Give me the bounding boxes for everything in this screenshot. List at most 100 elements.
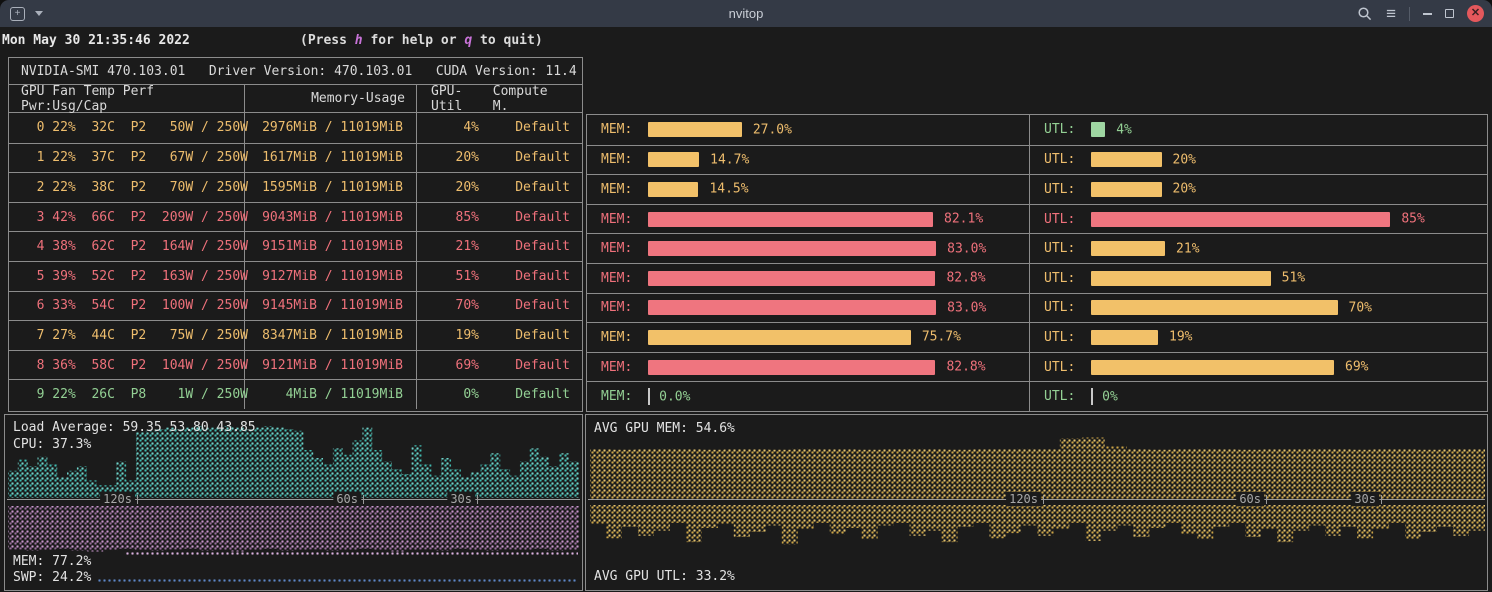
utl-bar-row: UTL: 21% — [1030, 233, 1487, 263]
mem-bar — [648, 152, 700, 168]
gpu-stats-cell: 3 42% 66C P2 209W / 250W — [9, 202, 248, 232]
host-panel: Load Average: 59.35 53.80 43.85 CPU: 37.… — [4, 414, 583, 591]
mem-bar-row: MEM: 0.0% — [587, 381, 1029, 411]
mem-bar-label: MEM: — [601, 270, 641, 286]
utl-bar-track: 69% — [1091, 359, 1443, 375]
gpu-stats-cell: 2 22% 38C P2 70W / 250W — [9, 173, 248, 202]
menu-icon[interactable]: ≡ — [1386, 4, 1396, 23]
mem-bar-value: 83.0% — [947, 300, 987, 316]
gpu-util-cell: 4% Default — [417, 113, 582, 143]
mem-bar-value: 75.7% — [921, 329, 961, 345]
mem-bar-label: MEM: — [601, 241, 641, 257]
gpu-rows: 0 22% 32C P2 50W / 250W 2976MiB / 11019Mi… — [9, 113, 582, 409]
mem-bar-track: 14.7% — [648, 152, 995, 168]
mem-bar-label: MEM: — [601, 122, 641, 138]
help-key-h: h — [354, 33, 363, 48]
search-icon[interactable] — [1357, 6, 1373, 22]
gpu-util-cell: 70% Default — [417, 292, 582, 321]
mem-bar-label: MEM: — [601, 181, 641, 197]
gpu-util-value: 20% — [455, 150, 479, 166]
gpu-util-cell: 20% Default — [417, 173, 582, 202]
header-util-col: GPU-Util Compute M. — [431, 83, 548, 114]
gpu-table-row: 5 39% 52C P2 163W / 250W 9127MiB / 11019M… — [9, 260, 582, 291]
swap-history-line — [97, 578, 578, 583]
plus-icon: + — [14, 7, 21, 19]
compute-mode-value: Default — [515, 179, 570, 195]
gpu-util-cell: 51% Default — [417, 262, 582, 291]
host-time-axis: 120s 60s 30s — [7, 492, 580, 506]
gpu-table-row: 1 22% 37C P2 67W / 250W 1617MiB / 11019Mi… — [9, 142, 582, 173]
mem-bar-value: 27.0% — [752, 122, 792, 138]
gpu-stats-cell: 9 22% 26C P8 1W / 250W — [9, 380, 248, 409]
mem-bar-label: MEM: — [601, 300, 641, 316]
utl-bar-label: UTL: — [1044, 329, 1084, 345]
utl-bar-row: UTL: 4% — [1030, 115, 1487, 145]
mem-bar — [648, 241, 937, 257]
gpu-util-cell: 20% Default — [417, 144, 582, 173]
window-title: nvitop — [728, 6, 764, 21]
utl-bar-value: 0% — [1102, 389, 1118, 405]
utl-bar — [1091, 241, 1166, 257]
mem-history-graph — [8, 506, 579, 552]
load-average-text: Load Average: 59.35 53.80 43.85 — [13, 420, 256, 435]
gpu-memory-cell: 9121MiB / 11019MiB — [245, 350, 417, 380]
compute-mode-value: Default — [515, 239, 570, 255]
utl-bar — [1091, 122, 1106, 138]
gpu-memory-cell: 9145MiB / 11019MiB — [245, 291, 417, 321]
utl-bar — [1091, 300, 1338, 316]
chevron-down-icon[interactable] — [35, 11, 43, 16]
utl-bar — [1091, 359, 1335, 375]
gpu-util-value: 20% — [455, 179, 479, 195]
new-tab-button[interactable]: + — [10, 6, 25, 21]
utl-bar-value: 85% — [1401, 211, 1425, 227]
gpu-util-value: 0% — [463, 387, 479, 403]
gpu-util-value: 51% — [455, 268, 479, 284]
gpu-memory-bars: MEM: 27.0% MEM: 14.7% MEM: 14.5% MEM: 82.1%… — [586, 114, 1030, 412]
mem-bar-track: 82.8% — [648, 359, 995, 375]
mem-bar — [648, 122, 742, 138]
utl-bar-row: UTL: 51% — [1030, 262, 1487, 293]
compute-mode-value: Default — [515, 150, 570, 166]
mem-bar-track: 82.8% — [648, 270, 995, 286]
cpu-percent-text: CPU: 37.3% — [13, 437, 92, 452]
mem-level-line — [125, 551, 578, 556]
mem-bar-track: 0.0% — [648, 388, 995, 406]
mem-bar — [648, 329, 911, 345]
gpu-util-cell: 21% Default — [417, 232, 582, 261]
gpu-util-cell: 0% Default — [417, 380, 582, 409]
close-button[interactable]: ✕ — [1467, 5, 1484, 22]
header-memory-col: Memory-Usage — [245, 85, 417, 112]
avg-gpu-utl-graph — [590, 505, 1485, 545]
utl-bar — [1091, 329, 1159, 345]
smi-table: NVIDIA-SMI 470.103.01 Driver Version: 47… — [8, 57, 583, 412]
swap-percent-text: SWP: 24.2% — [13, 570, 92, 585]
mem-bar-row: MEM: 14.5% — [587, 174, 1029, 204]
compute-mode-value: Default — [515, 327, 570, 343]
mem-bar — [648, 211, 934, 227]
utl-bar-row: UTL: 85% — [1030, 203, 1487, 234]
utl-bar-value: 20% — [1172, 152, 1197, 168]
titlebar-separator — [1409, 6, 1410, 21]
gpu-stats-cell: 1 22% 37C P2 67W / 250W — [9, 143, 248, 173]
gpu-memory-cell: 8347MiB / 11019MiB — [245, 321, 417, 350]
gpu-memory-cell: 9043MiB / 11019MiB — [245, 202, 417, 232]
mem-bar-track: 75.7% — [648, 329, 995, 345]
gpu-memory-cell: 1617MiB / 11019MiB — [245, 143, 417, 173]
mem-bar-value: 83.0% — [947, 241, 987, 257]
utl-bar-value: 21% — [1176, 241, 1200, 257]
gpu-util-value: 21% — [455, 239, 479, 255]
utl-bar-zero-tick — [1091, 388, 1094, 406]
minimize-button[interactable] — [1423, 12, 1432, 15]
utl-bar-row: UTL: 70% — [1030, 292, 1487, 323]
utl-bar-value: 19% — [1169, 329, 1193, 345]
mem-bar-value: 14.5% — [709, 181, 749, 197]
restore-button[interactable] — [1445, 9, 1454, 18]
utl-bar-value: 20% — [1172, 181, 1197, 197]
gpu-average-panel: AVG GPU MEM: 54.6% 120s 60s 30s AVG GPU … — [585, 414, 1488, 591]
avg-gpu-utl-text: AVG GPU UTL: 33.2% — [594, 569, 735, 584]
axis-label-30s: 30s — [1351, 492, 1379, 506]
gpu-util-value: 4% — [463, 120, 479, 136]
utl-bar — [1091, 211, 1391, 227]
mem-bar-value: 82.8% — [946, 270, 986, 286]
mem-bar-label: MEM: — [601, 211, 641, 227]
